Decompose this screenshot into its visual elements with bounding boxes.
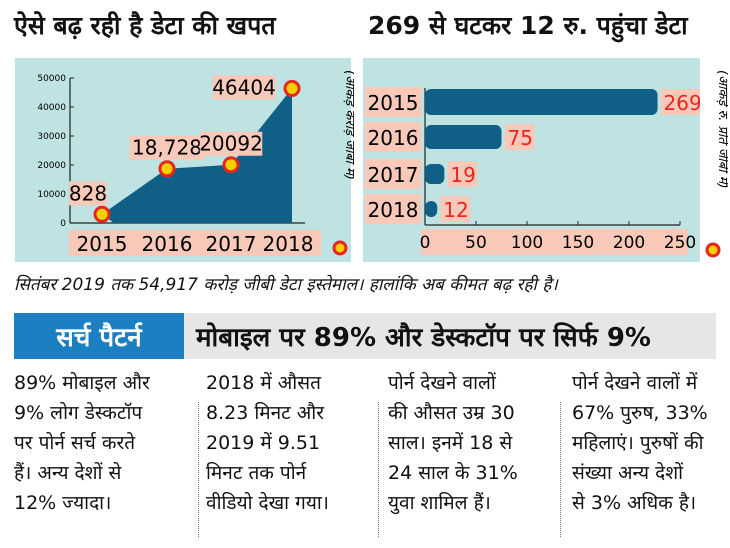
caption: सितंबर 2019 तक 54,917 करोड़ जीबी डेटा इस…	[14, 275, 558, 295]
data-label-bg	[504, 124, 535, 150]
data-label: 18,728	[132, 136, 202, 160]
data-label-bg	[199, 131, 263, 156]
area-series	[102, 88, 292, 223]
consumption-area-chart: 01000020000300004000050000828201518,7282…	[37, 74, 321, 256]
x-tick-label: 2018	[263, 232, 314, 256]
y-tick-label-bg	[365, 122, 421, 152]
bar	[425, 89, 658, 115]
unit-label-right-text: (आंकड़े रु. प्रति जीबी में)	[715, 70, 728, 189]
right-chart-title: 269 से घटकर 12 रु. पहुंचा डेटा	[368, 11, 688, 40]
column-divider	[378, 402, 379, 537]
data-point	[93, 205, 111, 223]
y-tick-label: 2018	[368, 198, 419, 222]
x-tick-label: 2015	[77, 232, 128, 256]
y-tick-label: 2016	[368, 126, 419, 150]
x-tick-label: 2017	[206, 232, 257, 256]
y-tick-label-bg	[365, 194, 421, 224]
data-label-bg	[660, 89, 703, 115]
x-tick-label: 0	[420, 233, 431, 253]
fact-column-3: पोर्न देखने वालों की औसत उम्र 30 साल। इन…	[388, 372, 518, 514]
x-tick-label-bg	[69, 230, 135, 256]
data-label: 19	[450, 163, 475, 187]
x-tick-label-bg	[255, 230, 321, 256]
y-tick-label: 0	[60, 219, 66, 229]
y-tick-label: 10000	[37, 190, 66, 200]
data-point	[222, 156, 240, 174]
x-tick-label: 250	[664, 233, 696, 253]
data-label: 46404	[212, 75, 276, 99]
x-tick-label: 200	[613, 233, 645, 253]
x-tick-label-bg	[134, 230, 200, 256]
data-point	[158, 160, 176, 178]
unit-label-left: (आंकड़े करोड़ जीबी में)	[332, 70, 354, 256]
data-label: 20092	[199, 132, 263, 156]
marker-legend-icon	[332, 240, 348, 256]
x-tick-label-bg	[198, 230, 264, 256]
unit-label-right: (आंकड़े रु. प्रति जीबी में)	[705, 70, 728, 258]
consumption-chart-panel: 0 10000 20000 30000 40000 50000 828 2015 18,728 2…	[15, 58, 351, 262]
y-tick-label: 2015	[368, 91, 419, 115]
data-label-bg	[440, 196, 471, 222]
column-divider	[560, 402, 561, 537]
data-label-bg	[212, 75, 276, 100]
data-label-bg	[69, 181, 107, 206]
unit-label-left-text: (आंकड़े करोड़ जीबी में)	[342, 70, 354, 180]
x-tick-label: 150	[562, 233, 594, 253]
fact-column-2: 2018 में औसत 8.23 मिनट और 2019 में 9.51 …	[206, 372, 329, 514]
y-tick-label-bg	[365, 87, 421, 117]
data-label: 75	[508, 126, 533, 150]
data-label: 12	[443, 198, 468, 222]
bar	[425, 164, 445, 184]
x-tick-label: 100	[511, 233, 543, 253]
bar	[425, 125, 502, 149]
x-tick-label: 50	[465, 233, 487, 253]
fact-column-1: 89% मोबाइल और 9% लोग डेस्कटॉप पर पोर्न स…	[14, 372, 150, 514]
x-tick-label-bg	[421, 229, 688, 255]
data-label-bg	[447, 161, 478, 187]
column-divider	[198, 402, 199, 537]
data-label: 828	[69, 181, 107, 205]
left-chart-title: ऐसे बढ़ रही है डेटा की खपत	[14, 11, 276, 40]
section-headline: मोबाइल पर 89% और डेस्कटॉप पर सिर्फ 9%	[184, 313, 716, 359]
y-tick-label: 2017	[368, 163, 419, 187]
fact-column-4: पोर्न देखने वालों में 67% पुरुष, 33% महि…	[572, 372, 708, 514]
price-bar-chart: 0 50 100 150 200 250 2015 269 2016 75 2017 19 2018 12	[365, 87, 703, 255]
data-label-bg	[129, 135, 205, 160]
y-tick-label: 30000	[37, 132, 66, 142]
y-tick-label: 20000	[37, 161, 66, 171]
section-label: सर्च पैटर्न	[14, 313, 184, 359]
price-chart-panel: 0 50 100 150 200 250 2015 269 2016 75 2017 19 2018 12	[363, 58, 703, 262]
data-label: 269	[664, 91, 700, 115]
y-tick-label: 40000	[37, 103, 66, 113]
x-tick-label: 2016	[142, 232, 193, 256]
y-tick-label-bg	[365, 159, 421, 189]
bar	[425, 201, 438, 217]
y-tick-label: 50000	[37, 74, 66, 84]
data-point	[283, 79, 301, 97]
marker-legend-icon	[705, 242, 721, 258]
